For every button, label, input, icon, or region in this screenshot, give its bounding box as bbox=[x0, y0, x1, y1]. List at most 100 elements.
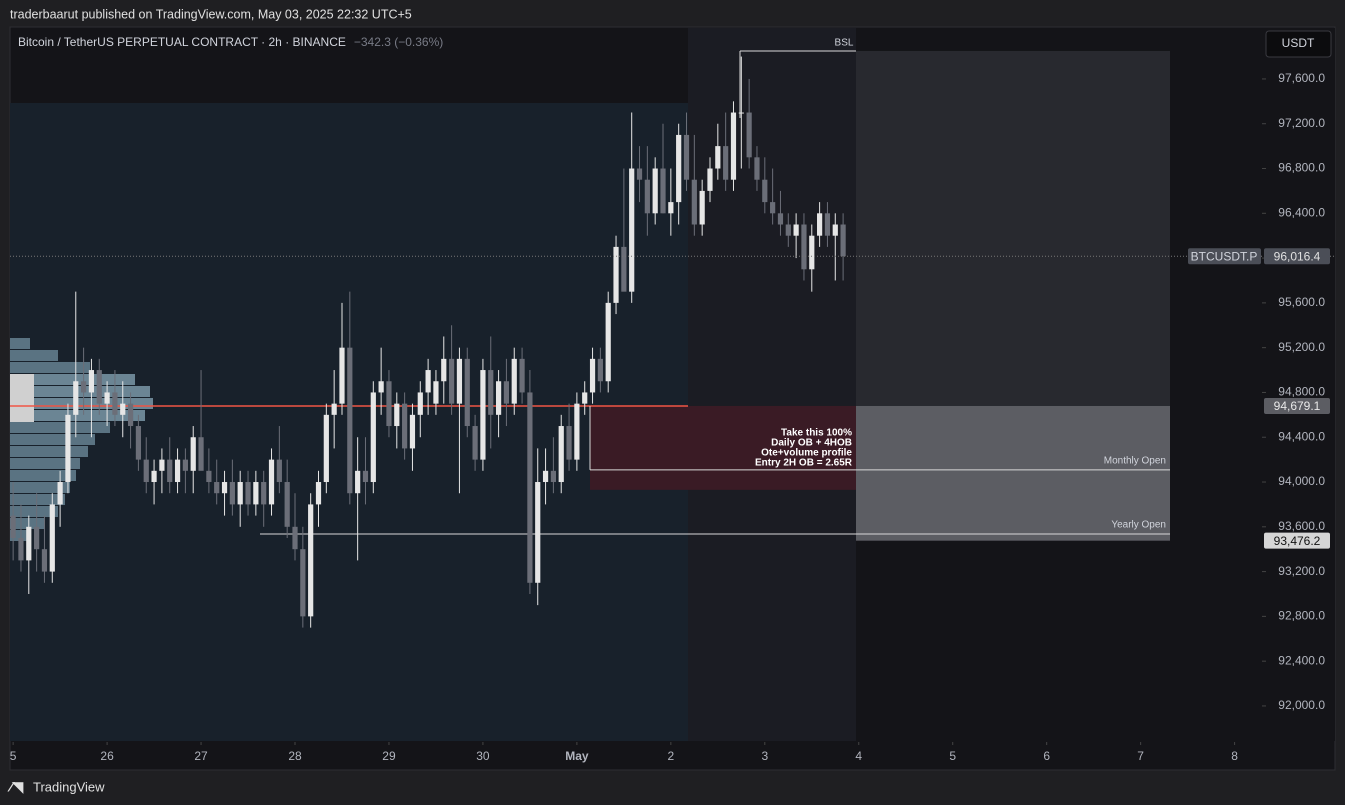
zone bbox=[590, 405, 856, 490]
annotation: Daily OB + 4HOB bbox=[771, 438, 852, 449]
volume-profile bbox=[10, 338, 153, 541]
candle-body bbox=[793, 224, 799, 236]
candle-body bbox=[840, 224, 846, 257]
price-change: −342.3 (−0.36%) bbox=[354, 35, 443, 49]
vp-bar bbox=[10, 518, 45, 529]
currency[interactable]: USDT bbox=[1282, 36, 1315, 50]
candle-body bbox=[268, 459, 275, 505]
zones bbox=[590, 50, 1170, 541]
candle-body bbox=[777, 213, 784, 225]
candle-body bbox=[308, 504, 314, 617]
candle-body bbox=[480, 370, 486, 460]
candle-body bbox=[292, 526, 298, 550]
candle-body bbox=[331, 403, 337, 415]
price-tag-label: 94,679.1 bbox=[1274, 399, 1321, 413]
candle-body bbox=[503, 381, 510, 404]
x-tick-label: 8 bbox=[1231, 749, 1238, 763]
vp-bar bbox=[10, 422, 110, 433]
vp-bar bbox=[10, 506, 58, 517]
candle-body bbox=[409, 414, 416, 449]
candle-body bbox=[245, 482, 251, 505]
candle-body bbox=[770, 202, 776, 214]
vp-bar bbox=[10, 398, 153, 409]
candle-body bbox=[300, 549, 306, 617]
vp-bar bbox=[10, 410, 145, 421]
candle-body bbox=[542, 470, 549, 483]
candle-body bbox=[629, 168, 635, 292]
y-tick-label: 95,600.0 bbox=[1278, 295, 1325, 309]
y-tick-label: 94,400.0 bbox=[1278, 429, 1325, 443]
candle-body bbox=[495, 381, 502, 415]
candle-body bbox=[550, 470, 556, 483]
plot bbox=[10, 50, 1170, 628]
currency-button[interactable] bbox=[1265, 30, 1332, 58]
vp-bar bbox=[10, 482, 70, 493]
candle-body bbox=[785, 224, 791, 236]
level-label: Monthly Open bbox=[1104, 456, 1166, 467]
brand-logo: ⁄◥ bbox=[7, 779, 23, 795]
vp-bar bbox=[10, 494, 65, 505]
candle-body bbox=[315, 482, 322, 505]
candle-body bbox=[362, 470, 369, 483]
candle-body bbox=[574, 403, 580, 460]
candle-body bbox=[636, 168, 643, 180]
price-tag bbox=[1264, 397, 1330, 414]
y-tick-label: 97,600.0 bbox=[1278, 71, 1325, 85]
candle-body bbox=[817, 213, 823, 236]
price-tag bbox=[1264, 532, 1330, 549]
candle-body bbox=[472, 426, 478, 460]
candle-body bbox=[824, 213, 831, 236]
candle-body bbox=[143, 459, 149, 483]
candle-body bbox=[809, 235, 815, 270]
candle-body bbox=[174, 459, 181, 483]
candle-body bbox=[488, 370, 494, 415]
candle-body bbox=[558, 426, 564, 483]
candle-body bbox=[323, 414, 329, 483]
candle-body bbox=[746, 112, 752, 158]
price-tag-label: 93,476.2 bbox=[1274, 534, 1321, 548]
candle-body bbox=[605, 302, 611, 382]
candle-body bbox=[206, 470, 212, 483]
candle-body bbox=[135, 426, 142, 460]
candle-body bbox=[229, 482, 235, 505]
vp-bar bbox=[10, 458, 80, 469]
price-axis bbox=[1262, 28, 1335, 741]
candle-body bbox=[237, 482, 243, 505]
price-tag-label: 96,016.4 bbox=[1274, 249, 1321, 263]
vp-bar bbox=[10, 530, 28, 541]
candle-body bbox=[96, 370, 102, 404]
annotation: Take this 100% bbox=[781, 428, 852, 439]
annotation: Ote+volume profile bbox=[761, 448, 852, 459]
vp-poc bbox=[10, 374, 34, 422]
candle-body bbox=[394, 403, 400, 427]
candle-body bbox=[88, 370, 95, 393]
candle-body bbox=[81, 381, 87, 393]
x-tick-label: 5 bbox=[10, 749, 17, 763]
y-tick-label: 92,400.0 bbox=[1278, 653, 1325, 667]
candle-body bbox=[683, 134, 690, 180]
candle-body bbox=[127, 403, 134, 427]
candle-body bbox=[707, 168, 713, 191]
y-tick-label: 97,200.0 bbox=[1278, 116, 1325, 130]
candle-body bbox=[730, 112, 737, 180]
y-tick-label: 94,000.0 bbox=[1278, 474, 1325, 488]
x-tick-label: 29 bbox=[382, 749, 396, 763]
candle-body bbox=[65, 414, 71, 483]
y-tick-label: 93,200.0 bbox=[1278, 564, 1325, 578]
candle-body bbox=[660, 168, 666, 214]
zone bbox=[856, 405, 1170, 541]
candle-body bbox=[339, 347, 345, 404]
candle-body bbox=[355, 470, 361, 494]
x-tick-label: 4 bbox=[855, 749, 862, 763]
candle-body bbox=[190, 437, 196, 471]
candle-body bbox=[738, 112, 744, 114]
candle-body bbox=[715, 146, 721, 169]
candle-body bbox=[425, 370, 431, 393]
candle-body bbox=[182, 459, 188, 471]
candle-body bbox=[198, 437, 204, 471]
symbol-tag-label: BTCUSDT.P bbox=[1191, 249, 1258, 263]
vp-bar bbox=[10, 386, 150, 397]
candle-body bbox=[699, 190, 705, 225]
candle-body bbox=[832, 224, 838, 236]
candle-body bbox=[26, 526, 32, 561]
